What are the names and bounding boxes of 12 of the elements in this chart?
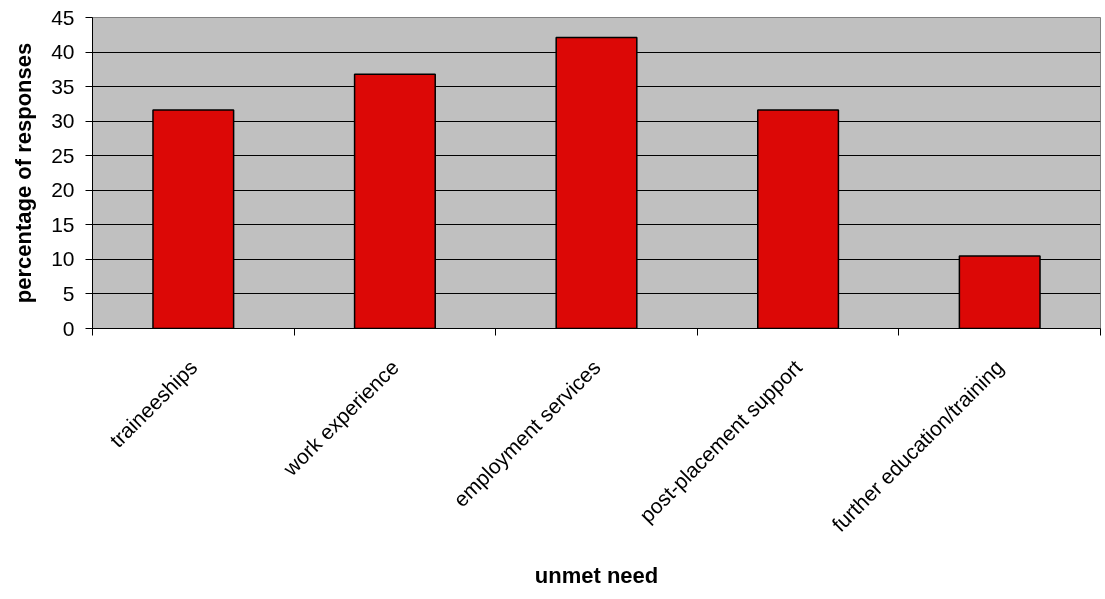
x-axis-title: unmet need (534, 563, 659, 589)
y-tick-label: 40 (51, 40, 75, 64)
y-tick-label: 45 (51, 5, 75, 29)
y-tick-label: 30 (51, 109, 75, 133)
y-tick-label: 0 (62, 316, 75, 340)
y-tick-label: 25 (51, 143, 75, 167)
y-tick-label: 35 (51, 74, 75, 98)
y-tick-label: 5 (62, 281, 75, 305)
y-tick-label: 10 (51, 247, 75, 271)
y-axis-title: percentage of responses (11, 42, 37, 304)
y-tick-label: 20 (51, 178, 75, 202)
y-tick-label: 15 (51, 212, 75, 236)
